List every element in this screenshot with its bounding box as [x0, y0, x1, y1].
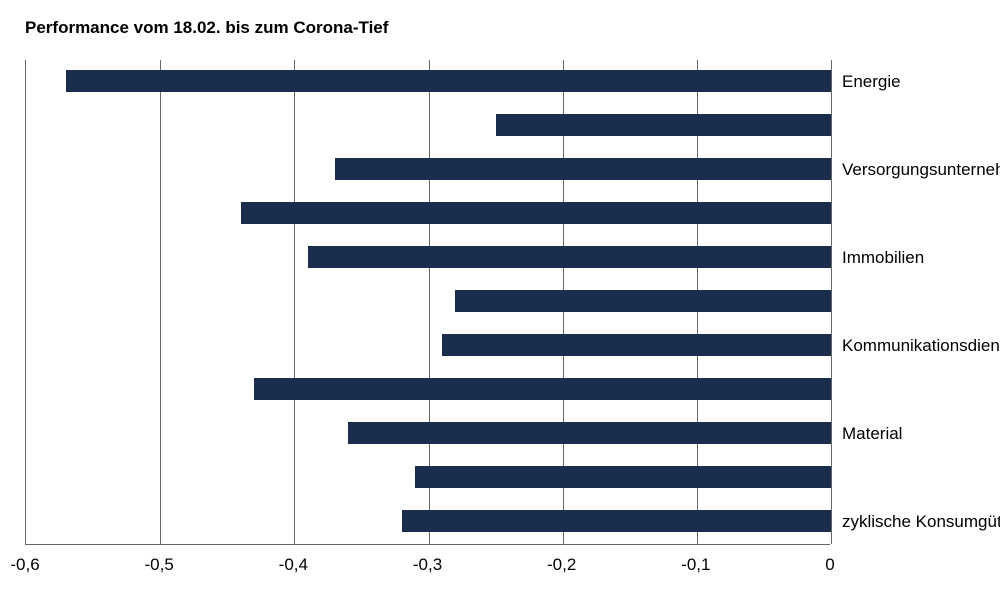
x-tick-label: 0 [825, 555, 834, 575]
chart-bar [241, 202, 831, 224]
y-axis-label: Energie [842, 72, 901, 92]
chart-bar [415, 466, 831, 488]
chart-bar [66, 70, 831, 92]
y-axis-label: Material [842, 424, 902, 444]
x-tick-label: -0,2 [547, 555, 576, 575]
y-axis-label: Immobilien [842, 248, 924, 268]
chart-bar [442, 334, 831, 356]
y-axis-label: Kommunikationsdienste [842, 336, 1000, 356]
x-tick-label: -0,3 [413, 555, 442, 575]
chart-bar [308, 246, 831, 268]
chart-gridline [831, 60, 832, 544]
chart-bar [254, 378, 831, 400]
chart-bar [402, 510, 831, 532]
x-tick-label: -0,6 [10, 555, 39, 575]
chart-gridline [160, 60, 161, 544]
chart-bar [335, 158, 831, 180]
chart-gridline [294, 60, 295, 544]
y-axis-label: Versorgungsunternehmen [842, 160, 1000, 180]
chart-title: Performance vom 18.02. bis zum Corona-Ti… [25, 18, 388, 38]
x-tick-label: -0,1 [681, 555, 710, 575]
chart-bar [455, 290, 831, 312]
x-tick-label: -0,4 [279, 555, 308, 575]
chart-plot-area [25, 60, 830, 545]
chart-bar [496, 114, 831, 136]
chart-bar [348, 422, 831, 444]
x-tick-label: -0,5 [145, 555, 174, 575]
y-axis-label: zyklische Konsumgüter [842, 512, 1000, 532]
